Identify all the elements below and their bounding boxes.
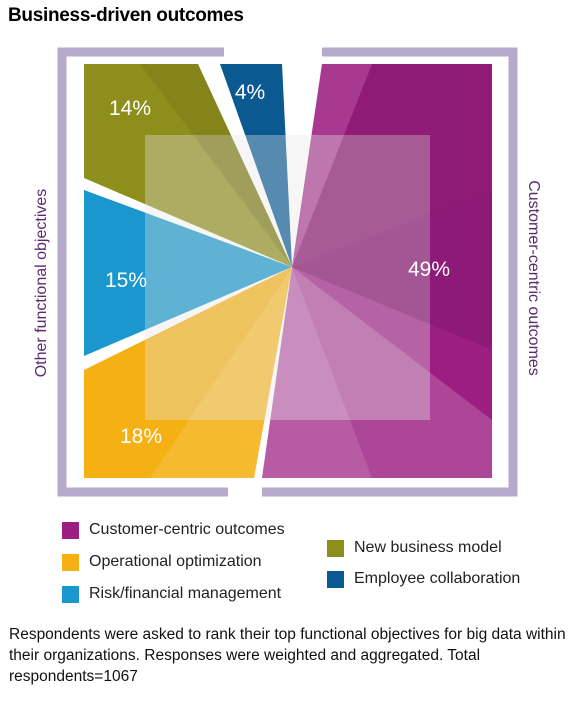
overlay-dark-facet-2 <box>292 190 492 350</box>
overlay-light-facet-2 <box>292 267 492 478</box>
overlay-light-facet-3 <box>292 64 372 267</box>
legend-swatch <box>62 521 79 539</box>
label-risk-financial-management: 15% <box>105 269 147 292</box>
left-side-label: Other functional objectives <box>33 189 50 378</box>
legend-item-risk-financial-management: Risk/financial management <box>62 585 281 603</box>
frame-left-bracket <box>57 47 228 497</box>
overlay-light-facet-1 <box>262 267 372 478</box>
slice-risk-financial-management <box>84 190 292 356</box>
label-employee-collaboration: 4% <box>235 81 265 104</box>
chart-title: Business-driven outcomes <box>8 5 244 26</box>
legend-label: Customer-centric outcomes <box>89 521 285 538</box>
legend-label: New business model <box>354 539 502 556</box>
label-new-business-model: 14% <box>109 97 151 120</box>
legend-label: Operational optimization <box>89 553 262 570</box>
legend-item-new-business-model: New business model <box>327 539 502 557</box>
legend-swatch <box>62 553 79 571</box>
label-customer-centric-outcomes: 49% <box>408 258 450 281</box>
slice-new-business-model <box>84 64 292 267</box>
overlay-gray-square <box>145 135 430 420</box>
slice-employee-collaboration <box>220 64 292 267</box>
slices <box>84 64 492 478</box>
frame <box>57 47 518 497</box>
pie-chart: 49% 18% 15% 14% 4% Other functional obje… <box>33 47 542 497</box>
legend-swatch <box>62 585 79 603</box>
slice-customer-centric-outcomes <box>262 64 492 478</box>
legend-item-operational-optimization: Operational optimization <box>62 553 262 571</box>
legend-item-customer-centric-outcomes: Customer-centric outcomes <box>62 521 285 539</box>
legend-label: Employee collaboration <box>354 570 521 587</box>
overlay-effects <box>140 64 492 478</box>
frame-right-bracket <box>262 47 518 497</box>
overlay-olive-facet <box>140 64 292 267</box>
footnote: Respondents were asked to rank their top… <box>9 626 566 685</box>
legend-item-employee-collaboration: Employee collaboration <box>327 570 520 588</box>
overlay-orange-facet <box>150 267 292 478</box>
slice-operational-optimization <box>84 267 292 478</box>
overlay-dark-facet-1 <box>292 64 492 267</box>
legend-swatch <box>327 539 344 557</box>
legend-swatch <box>327 570 344 588</box>
legend-label: Risk/financial management <box>89 585 282 602</box>
label-operational-optimization: 18% <box>120 425 162 448</box>
right-side-label: Customer-centric outcomes <box>525 180 542 376</box>
